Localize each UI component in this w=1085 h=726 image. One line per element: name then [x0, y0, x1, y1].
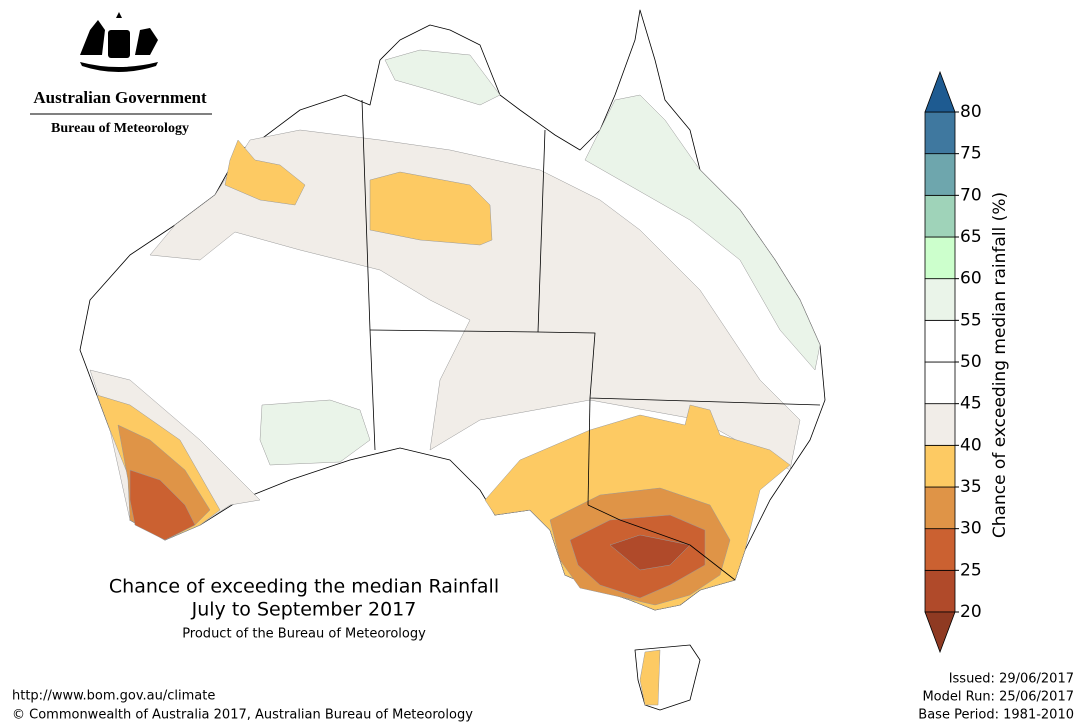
base-period: Base Period: 1981-2010 [918, 708, 1074, 723]
colorbar-bin [924, 319, 956, 363]
border-nsw-vic [587, 504, 736, 581]
colorbar-tick-label: 70 [960, 185, 982, 205]
region-40-45-north [149, 129, 801, 471]
colorbar-tick-label: 60 [960, 269, 982, 289]
state-borders [361, 99, 821, 581]
region-55-60-top-end [384, 49, 501, 106]
colorbar-tick-label: 40 [960, 435, 982, 455]
colorbar-tick-label: 35 [960, 477, 982, 497]
region-55-60-interior [259, 399, 371, 466]
url: http://www.bom.gov.au/climate [12, 689, 215, 704]
colorbar-tick-label: 25 [960, 560, 982, 580]
product-note: Product of the Bureau of Meteorology [182, 627, 426, 642]
region-20-25-southeast [609, 534, 691, 571]
map-title: Chance of exceeding the median Rainfall [109, 576, 499, 598]
colorbar-tick-label: 30 [960, 519, 982, 539]
colorbar-bin [924, 528, 956, 571]
colorbar-tick-label: 20 [960, 602, 982, 622]
region-35-40-kimberley [224, 139, 306, 206]
colorbar-bin [924, 486, 956, 530]
colorbar-bin [924, 153, 956, 196]
region-25-30-southwest [129, 469, 196, 541]
colorbar-bin [924, 194, 956, 238]
map [79, 9, 826, 711]
shield [108, 30, 130, 58]
region-55-60-queensland [584, 94, 821, 371]
colorbar-over [924, 70, 956, 113]
emu [135, 28, 158, 55]
wreath [80, 62, 158, 72]
colorbar-bin [924, 111, 956, 155]
colorbar-under [924, 611, 956, 654]
colorbar-bin [924, 569, 956, 613]
government-name: Australian Government [33, 88, 207, 107]
colorbar-tick-label: 55 [960, 310, 982, 330]
border-sa-vic [587, 397, 591, 506]
coat-of-arms [80, 12, 158, 72]
model-run: Model Run: 25/06/2017 [922, 690, 1074, 705]
map-subtitle: July to September 2017 [191, 599, 417, 621]
kangaroo [80, 20, 105, 55]
copyright: © Commonwealth of Australia 2017, Austra… [12, 708, 473, 723]
colorbar-bin [924, 361, 956, 405]
colorbar-bin [924, 403, 956, 446]
colorbar-label: Chance of exceeding median rainfall (%) [990, 192, 1010, 538]
colorbar-tick-label: 50 [960, 352, 982, 372]
colorbar-tick-label: 75 [960, 144, 982, 164]
bureau-name: Bureau of Meteorology [51, 121, 189, 136]
tasmania-35-40 [639, 649, 661, 706]
colorbar-bin [924, 278, 956, 321]
colorbar-bin [924, 444, 956, 488]
issued-date: Issued: 29/06/2017 [949, 672, 1074, 687]
colorbar-tick-label: 45 [960, 394, 982, 414]
colorbar-bin [924, 236, 956, 280]
border-qld [537, 331, 821, 406]
region-35-40-nt [369, 171, 493, 246]
colorbar: 20 25 30 35 40 45 50 55 60 65 70 75 80 [924, 70, 982, 654]
star [116, 12, 122, 18]
colorbar-tick-label: 80 [960, 102, 982, 122]
colorbar-tick-label: 65 [960, 227, 982, 247]
